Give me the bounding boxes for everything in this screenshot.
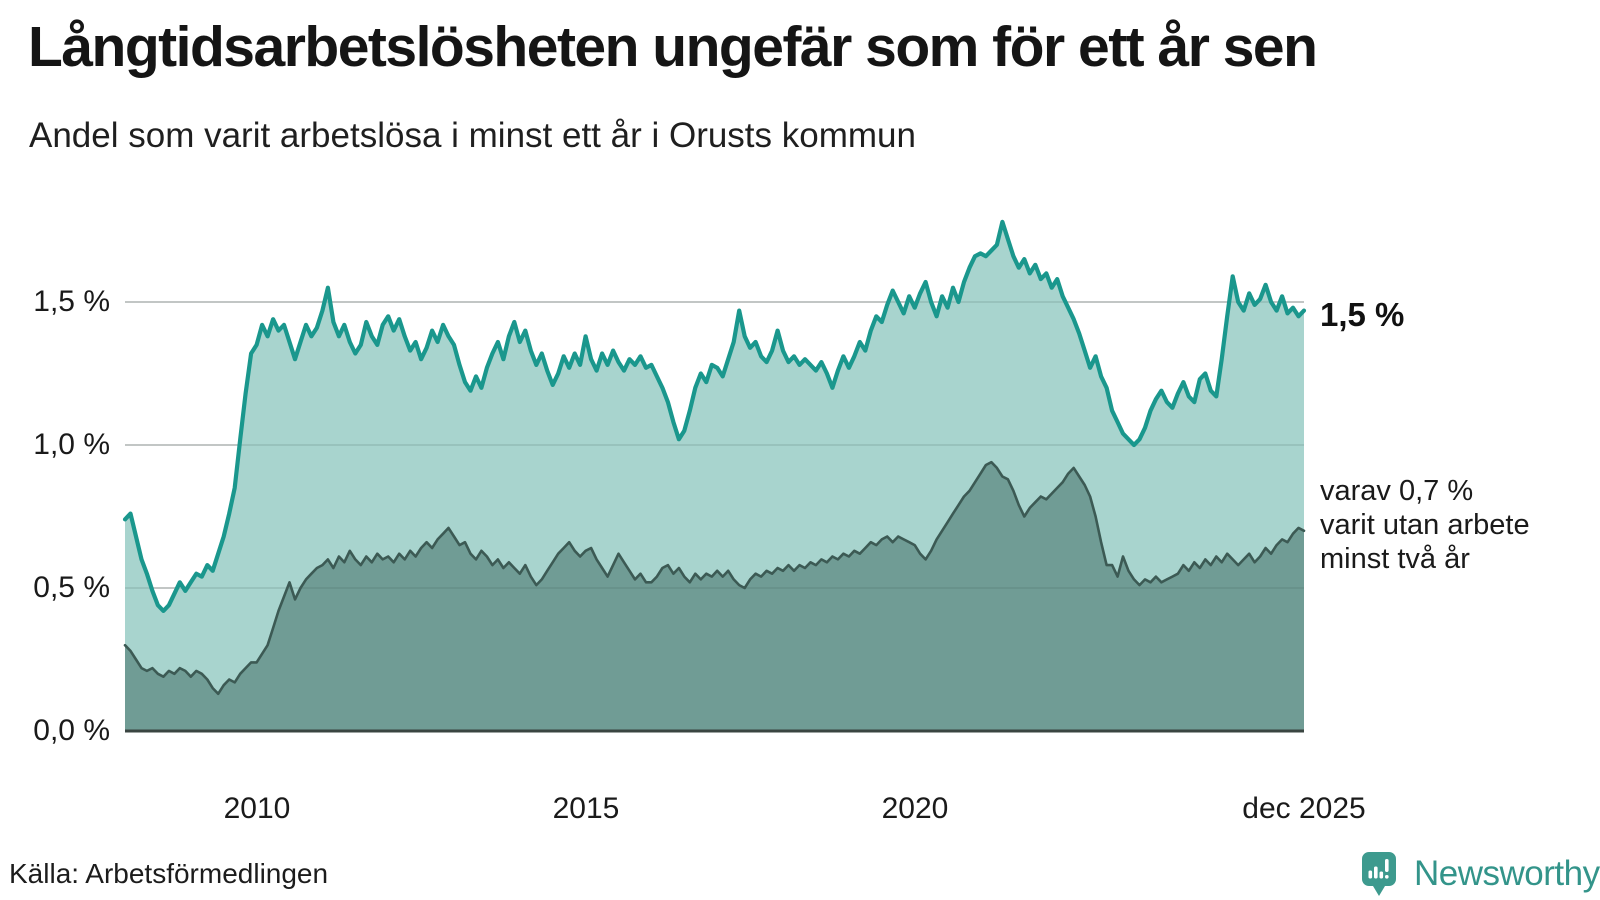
line-unemployed-one-year xyxy=(122,219,1307,613)
last-value-annotation: 1,5 % xyxy=(1320,296,1405,333)
secondary-annotation-line-1: varav 0,7 % xyxy=(1320,475,1474,507)
x-axis-label-dec-2025: dec 2025 xyxy=(1242,792,1366,825)
area-unemployed-one-year xyxy=(125,221,1304,731)
x-axis-label-2015: 2015 xyxy=(552,792,620,825)
area-unemployed-two-years xyxy=(125,462,1304,731)
newsworthy-bubble-icon xyxy=(1362,852,1396,896)
line-unemployed-two-years xyxy=(123,460,1306,696)
newsworthy-wordmark: Newsworthy xyxy=(1414,854,1600,893)
x-axis-label-2020: 2020 xyxy=(881,792,949,825)
x-axis-label-2010: 2010 xyxy=(223,792,291,825)
secondary-series-annotation: varav 0,7 % varit utan arbete minst två … xyxy=(1320,474,1530,576)
secondary-annotation-line-2: varit utan arbete xyxy=(1320,509,1530,541)
y-axis-label-0-0: 0,0 % xyxy=(33,714,110,747)
source-credit: Källa: Arbetsförmedlingen xyxy=(9,858,329,889)
secondary-annotation-line-3: minst två år xyxy=(1320,543,1470,575)
y-axis-label-1-0: 1,0 % xyxy=(33,428,110,461)
page-subtitle: Andel som varit arbetslösa i minst ett å… xyxy=(29,116,916,155)
y-axis-label-0-5: 0,5 % xyxy=(33,571,110,604)
y-axis-label-1-5: 1,5 % xyxy=(33,285,110,318)
page-title: Långtidsarbetslösheten ungefär som för e… xyxy=(28,15,1318,79)
newsworthy-logo[interactable]: Newsworthy xyxy=(1362,852,1600,898)
